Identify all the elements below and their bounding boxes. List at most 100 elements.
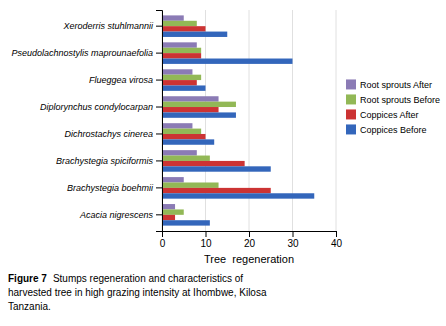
- y-tick-label: Brachystegia spiciformis: [56, 156, 154, 166]
- caption: Figure 7 Stumps regeneration and characte…: [8, 273, 267, 312]
- y-tick: Flueggea virosa: [89, 75, 162, 85]
- y-tick: Diplorynchus condylocarpan: [40, 102, 162, 112]
- x-tick: 10: [200, 231, 212, 249]
- bar: [162, 112, 236, 117]
- bar: [162, 69, 192, 74]
- x-tick: 30: [287, 231, 299, 249]
- bar: [162, 107, 219, 112]
- y-tick-mark: [156, 53, 162, 54]
- legend-swatch: [346, 109, 356, 119]
- caption-text: Stumps regeneration and characteristics …: [53, 273, 243, 284]
- x-tick-label: 10: [200, 238, 212, 249]
- x-tick: 40: [331, 231, 343, 249]
- bar: [162, 53, 201, 58]
- y-tick-mark: [156, 133, 162, 134]
- bar: [162, 220, 210, 225]
- bar: [162, 75, 201, 80]
- bar: [162, 139, 214, 144]
- bar: [162, 80, 197, 85]
- bar: [162, 204, 175, 209]
- grid-line: [336, 10, 337, 231]
- series: [162, 32, 314, 226]
- bar: [162, 123, 192, 128]
- y-tick: Pseudolachnostylis maprounaefolia: [11, 48, 162, 58]
- y-tick: Xeroderris stuhlmannii: [62, 21, 162, 31]
- x-tick: 20: [244, 231, 256, 249]
- series: [162, 26, 271, 220]
- grid: [162, 10, 336, 231]
- bar: [162, 59, 293, 64]
- y-tick-mark: [156, 187, 162, 188]
- bar: [162, 85, 206, 90]
- bar: [162, 42, 197, 47]
- bar: [162, 150, 197, 155]
- x-tick-label: 0: [160, 238, 166, 249]
- x-axis-title: Tree regeneration: [204, 253, 294, 265]
- y-tick-mark: [156, 214, 162, 215]
- bar: [162, 161, 245, 166]
- x-tick-mark: [249, 231, 250, 237]
- y-axis-line: [156, 11, 163, 232]
- y-tick: Brachystegia spiciformis: [56, 156, 162, 166]
- bar: [162, 209, 184, 214]
- y-tick-label: Acacia nigrescens: [79, 210, 154, 220]
- bar: [162, 129, 201, 134]
- bar: [162, 134, 206, 139]
- y-axis: Xeroderris stuhlmannii Pseudolachnostylis…: [11, 11, 162, 232]
- caption-text: harvested tree in high grazing intensity…: [8, 287, 267, 298]
- y-tick-label: Flueggea virosa: [89, 75, 153, 85]
- bar: [162, 48, 201, 53]
- legend-item: Root sprouts Before: [346, 94, 440, 104]
- y-tick-label: Dichrostachys cinerea: [64, 129, 153, 139]
- legend-item: Coppices Before: [346, 124, 427, 134]
- bar: [162, 156, 210, 161]
- y-tick: Dichrostachys cinerea: [64, 129, 162, 139]
- x-axis: 0 10 20 30 40: [160, 231, 343, 249]
- y-tick-label: Diplorynchus condylocarpan: [40, 102, 153, 112]
- legend-swatch: [346, 94, 356, 104]
- x-axis-line: [163, 232, 337, 238]
- y-tick-label: Brachystegia boehmii: [67, 183, 154, 193]
- plot: 0 10 20 30 40 Xeroderris stuhlmannii Pseudolac…: [11, 10, 440, 265]
- legend-label: Coppices Before: [360, 125, 427, 135]
- bar: [162, 32, 227, 37]
- x-tick: 0: [160, 231, 166, 249]
- y-tick-mark: [156, 160, 162, 161]
- x-tick-mark: [293, 231, 294, 237]
- legend-item: Coppices After: [346, 109, 419, 119]
- legend-item: Root sprouts After: [346, 79, 432, 89]
- bar: [162, 26, 206, 31]
- legend: Root sprouts After Root sprouts Before Cop…: [346, 79, 440, 134]
- y-tick-label: Pseudolachnostylis maprounaefolia: [11, 48, 153, 58]
- bar: [162, 193, 314, 198]
- legend-swatch: [346, 124, 356, 134]
- y-tick-mark: [156, 80, 162, 81]
- bar: [162, 188, 271, 193]
- x-tick-mark: [206, 231, 207, 237]
- bar: [162, 182, 219, 187]
- y-tick-label: Xeroderris stuhlmannii: [62, 21, 154, 31]
- legend-label: Coppices After: [360, 110, 419, 120]
- y-tick: Brachystegia boehmii: [67, 183, 162, 193]
- bar: [162, 96, 219, 101]
- legend-label: Root sprouts After: [360, 80, 432, 90]
- legend-swatch: [346, 79, 356, 89]
- bar: [162, 166, 271, 171]
- caption-label: Figure 7: [8, 273, 47, 284]
- bar: [162, 102, 236, 107]
- y-tick: Acacia nigrescens: [79, 210, 162, 220]
- chart: 0 10 20 30 40 Xeroderris stuhlmannii Pseudolac…: [0, 0, 446, 326]
- bar: [162, 215, 175, 220]
- bar: [162, 177, 184, 182]
- y-tick-mark: [156, 26, 162, 27]
- series: [162, 21, 236, 215]
- bar: [162, 15, 184, 20]
- bars: [162, 15, 314, 225]
- y-tick-mark: [156, 107, 162, 108]
- x-tick-mark: [336, 231, 337, 237]
- x-tick-label: 40: [331, 238, 343, 249]
- legend-label: Root sprouts Before: [360, 95, 440, 105]
- bar: [162, 21, 197, 26]
- x-tick-label: 20: [244, 238, 256, 249]
- x-tick-label: 30: [287, 238, 299, 249]
